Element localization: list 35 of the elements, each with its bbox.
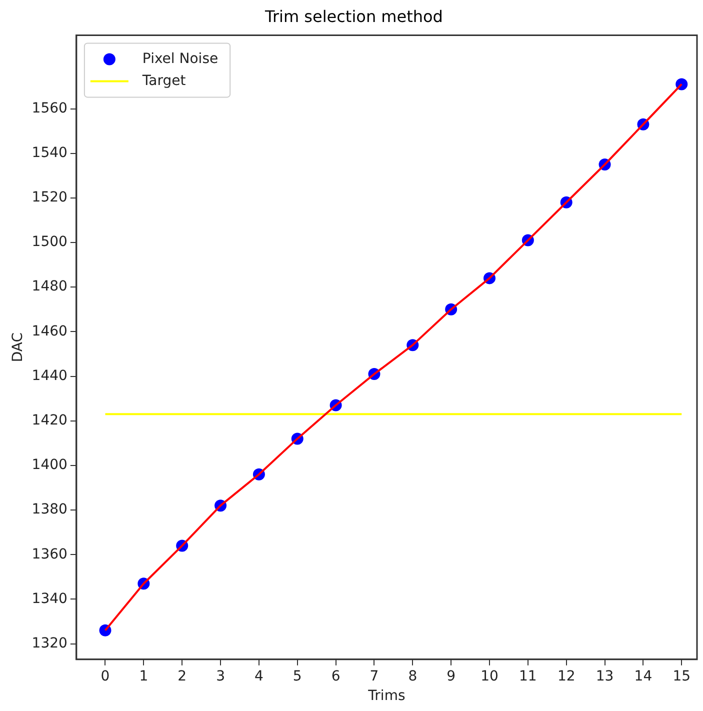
- y-tick-label: 1420: [32, 412, 68, 429]
- y-tick-label: 1380: [32, 502, 68, 518]
- y-tick-label: 1340: [32, 590, 68, 607]
- x-tick-label: 9: [446, 668, 456, 684]
- legend-label: Pixel Noise: [142, 50, 218, 67]
- y-tick-label: 1540: [32, 144, 68, 161]
- y-axis-title: DAC: [10, 332, 26, 362]
- x-tick-label: 8: [408, 668, 418, 684]
- x-tick-label: 7: [370, 668, 379, 684]
- y-tick-label: 1560: [32, 100, 68, 116]
- y-tick-label: 1440: [32, 368, 68, 384]
- x-tick-label: 3: [216, 668, 225, 684]
- x-tick-label: 5: [292, 668, 302, 684]
- x-tick-label: 2: [178, 668, 187, 684]
- x-tick-label: 12: [557, 668, 576, 684]
- y-tick-label: 1500: [32, 234, 68, 250]
- y-tick-label: 1320: [32, 635, 68, 652]
- y-tick-label: 1360: [32, 546, 68, 562]
- x-tick-label: 10: [480, 668, 498, 684]
- legend-label: Target: [141, 72, 186, 89]
- x-tick-label: 13: [596, 668, 614, 684]
- x-tick-label: 15: [672, 668, 691, 684]
- x-tick-label: 1: [139, 668, 148, 684]
- x-tick-label: 11: [519, 668, 537, 684]
- y-tick-label: 1520: [32, 190, 68, 206]
- x-tick-label: 4: [254, 668, 264, 684]
- y-tick-label: 1400: [32, 457, 68, 474]
- x-tick-label: 0: [100, 668, 110, 684]
- x-tick-label: 6: [331, 668, 340, 684]
- point: [676, 78, 688, 90]
- x-axis-title: Trims: [367, 688, 406, 704]
- chart-title: Trim selection method: [264, 6, 443, 26]
- x-tick-label: 14: [634, 668, 652, 684]
- y-tick-label: 1480: [32, 278, 68, 295]
- y-tick-label: 1460: [32, 323, 68, 340]
